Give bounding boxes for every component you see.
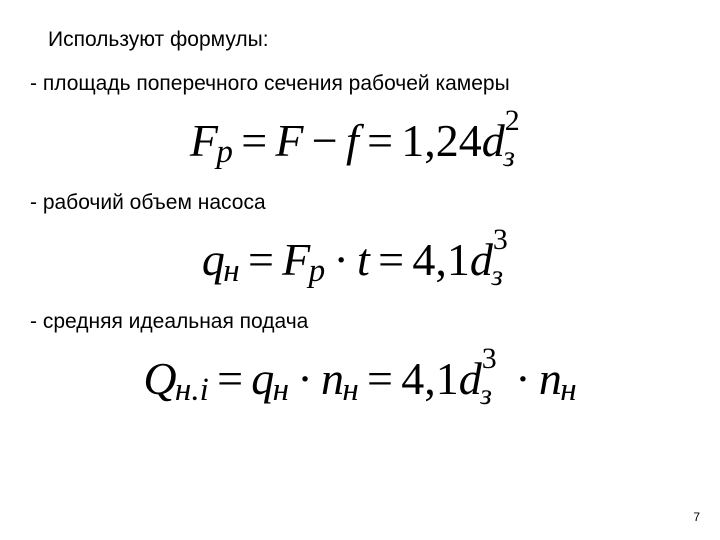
var-F2: F <box>275 114 303 167</box>
heading: Используют формулы: <box>48 28 690 52</box>
minus-1: − <box>312 114 338 167</box>
equals-1a: = <box>241 114 267 167</box>
var-t: t <box>357 233 370 286</box>
sub-z3: з <box>480 378 492 412</box>
sub-p: p <box>216 133 233 171</box>
var-d3: d <box>459 352 482 405</box>
text-line-2: - рабочий объем насоса <box>30 191 690 215</box>
exp-3a: 3 <box>493 223 508 257</box>
sub-n3c: н <box>560 371 576 409</box>
var-nn1: n <box>321 352 344 405</box>
equals-1b: = <box>367 114 393 167</box>
num-3: 4,1 <box>401 352 459 405</box>
dot-3b: · <box>515 352 530 405</box>
sub-ni: н.i <box>175 371 209 409</box>
var-d1: d <box>482 114 505 167</box>
sub-p2: p <box>309 252 326 290</box>
exp-3b: 3 <box>482 342 497 376</box>
formula-3: Qн.i = qн · nн = 4,1d3з · nн <box>143 352 576 405</box>
formula-1-row: Fp = F − f = 1,24d2з <box>30 114 690 167</box>
var-Fp: F <box>282 233 310 286</box>
var-F: F <box>190 114 218 167</box>
num-2: 4,1 <box>412 233 470 286</box>
formula-2: qн = Fp · t = 4,1d3з <box>202 233 518 286</box>
var-f: f <box>346 114 359 167</box>
num-1: 1,24 <box>401 114 482 167</box>
exp-2: 2 <box>505 104 520 138</box>
formula-3-row: Qн.i = qн · nн = 4,1d3з · nн <box>30 352 690 405</box>
sub-n3a: н <box>273 371 289 409</box>
equals-2a: = <box>248 233 274 286</box>
text-line-3: - средняя идеальная подача <box>30 310 690 334</box>
formula-2-row: qн = Fp · t = 4,1d3з <box>30 233 690 286</box>
text-line-1: - площадь поперечного сечения рабочей ка… <box>30 72 690 96</box>
formula-1: Fp = F − f = 1,24d2з <box>190 114 530 167</box>
equals-3a: = <box>217 352 243 405</box>
var-d2: d <box>470 233 493 286</box>
var-nn2: n <box>539 352 562 405</box>
equals-3b: = <box>367 352 393 405</box>
sub-z2: з <box>491 259 503 293</box>
equals-2b: = <box>378 233 404 286</box>
var-q3: q <box>251 352 274 405</box>
dot-3a: · <box>297 352 312 405</box>
dot-2: · <box>333 233 348 286</box>
sub-z1: з <box>503 140 515 174</box>
var-q: q <box>202 233 225 286</box>
page-number: 7 <box>693 510 700 524</box>
sub-n3b: н <box>342 371 358 409</box>
sub-n2a: н <box>223 252 239 290</box>
var-Q: Q <box>143 352 176 405</box>
